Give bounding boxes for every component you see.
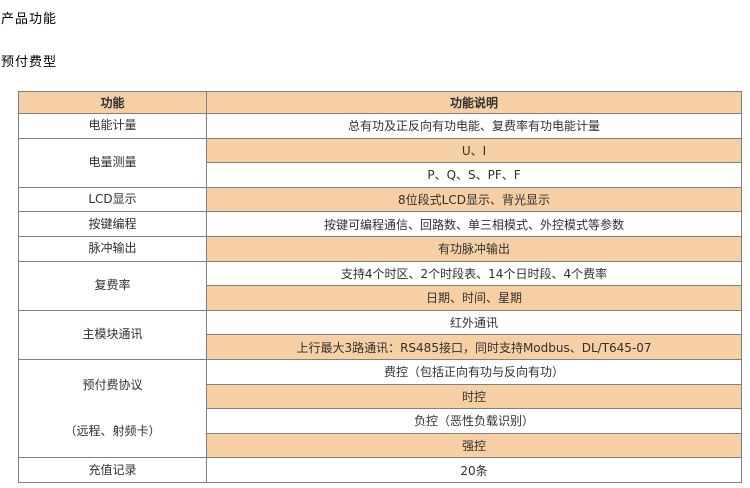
- detail-cell: 按键可编程通信、回路数、单三相模式、外控模式等参数: [206, 211, 742, 237]
- table-row: 主模块通讯 红外通讯: [18, 309, 742, 360]
- table-row: 按键编程 按键可编程通信、回路数、单三相模式、外控模式等参数: [18, 211, 742, 237]
- detail-cell: 费控（包括正向有功与反向有功）: [206, 358, 742, 385]
- detail-cell: 总有功及正反向有功电能、复费率有功电能计量: [206, 113, 742, 139]
- table-row: 时控: [19, 383, 742, 410]
- function-label: 充值记录: [88, 462, 137, 477]
- table-row: 上行最大3路通讯：RS485接口，同时支持Modbus、DL/T645-07: [19, 334, 742, 360]
- detail-cell: P、Q、S、PF、F: [206, 162, 742, 188]
- header-cell-function: 功能: [18, 91, 207, 114]
- detail-cell: 8位段式LCD显示、背光显示: [206, 186, 742, 213]
- table-row: LCD显示 8位段式LCD显示、背光显示: [18, 186, 742, 213]
- detail-cell: U、I: [206, 137, 742, 164]
- function-cell: 主模块通讯: [18, 309, 207, 360]
- table-row: 日期、时间、星期: [19, 285, 742, 311]
- detail-cell: 20条: [206, 457, 742, 483]
- function-cell: 复费率: [18, 260, 207, 311]
- function-line-gap: [23, 397, 202, 420]
- function-label: 电量测量: [88, 155, 137, 170]
- detail-cell: 时控: [206, 383, 742, 410]
- function-label: 主模块通讯: [82, 327, 143, 342]
- detail-cell: 有功脉冲输出: [206, 235, 742, 262]
- function-label: 预付费协议: [82, 378, 143, 393]
- detail-cell: 上行最大3路通讯：RS485接口，同时支持Modbus、DL/T645-07: [206, 334, 742, 360]
- function-label: 按键编程: [88, 216, 137, 231]
- table-row: 预付费协议 （远程、射频卡） 费控（包括正向有功与反向有功）: [18, 358, 742, 459]
- function-label: （远程、射频卡）: [64, 424, 161, 439]
- function-cell: 脉冲输出: [18, 235, 207, 262]
- table-row: 强控: [19, 432, 742, 459]
- table-row: 电量测量 U、I: [18, 137, 742, 188]
- table-row: 电能计量 总有功及正反向有功电能、复费率有功电能计量: [18, 113, 742, 139]
- page-title: 产品功能: [1, 12, 58, 27]
- function-label: 复费率: [94, 278, 131, 293]
- table-row: 复费率 支持4个时区、2个时段表、14个日时段、4个费率: [18, 260, 742, 311]
- detail-cell: 支持4个时区、2个时段表、14个日时段、4个费率: [206, 260, 742, 287]
- function-label: 脉冲输出: [88, 241, 137, 256]
- table-body: 电能计量 总有功及正反向有功电能、复费率有功电能计量电量测量 U、I P、Q、S、PF…: [18, 113, 742, 483]
- function-label: LCD显示: [88, 192, 137, 207]
- header-row: 功能 功能说明: [18, 91, 742, 114]
- table-row: P、Q、S、PF、F: [19, 162, 742, 188]
- function-label: 电能计量: [88, 118, 137, 133]
- features-table: 功能 功能说明 电能计量 总有功及正反向有功电能、复费率有功电能计量电量测量 U、I…: [18, 91, 742, 483]
- function-cell: 预付费协议 （远程、射频卡）: [18, 358, 207, 459]
- header-cell-description: 功能说明: [206, 91, 742, 114]
- section-title: 预付费型: [1, 55, 58, 70]
- detail-cell: 强控: [206, 432, 742, 459]
- table-row: 充值记录 20条: [18, 457, 742, 483]
- function-cell: LCD显示: [18, 186, 207, 213]
- table-row: 脉冲输出 有功脉冲输出: [18, 235, 742, 262]
- function-cell: 按键编程: [18, 211, 207, 237]
- function-cell: 充值记录: [18, 457, 207, 483]
- function-cell: 电能计量: [18, 113, 207, 139]
- detail-cell: 负控（恶性负载识别）: [206, 408, 742, 434]
- detail-cell: 红外通讯: [206, 309, 742, 336]
- function-cell: 电量测量: [18, 137, 207, 188]
- table-row: 负控（恶性负载识别）: [19, 408, 742, 434]
- detail-cell: 日期、时间、星期: [206, 285, 742, 311]
